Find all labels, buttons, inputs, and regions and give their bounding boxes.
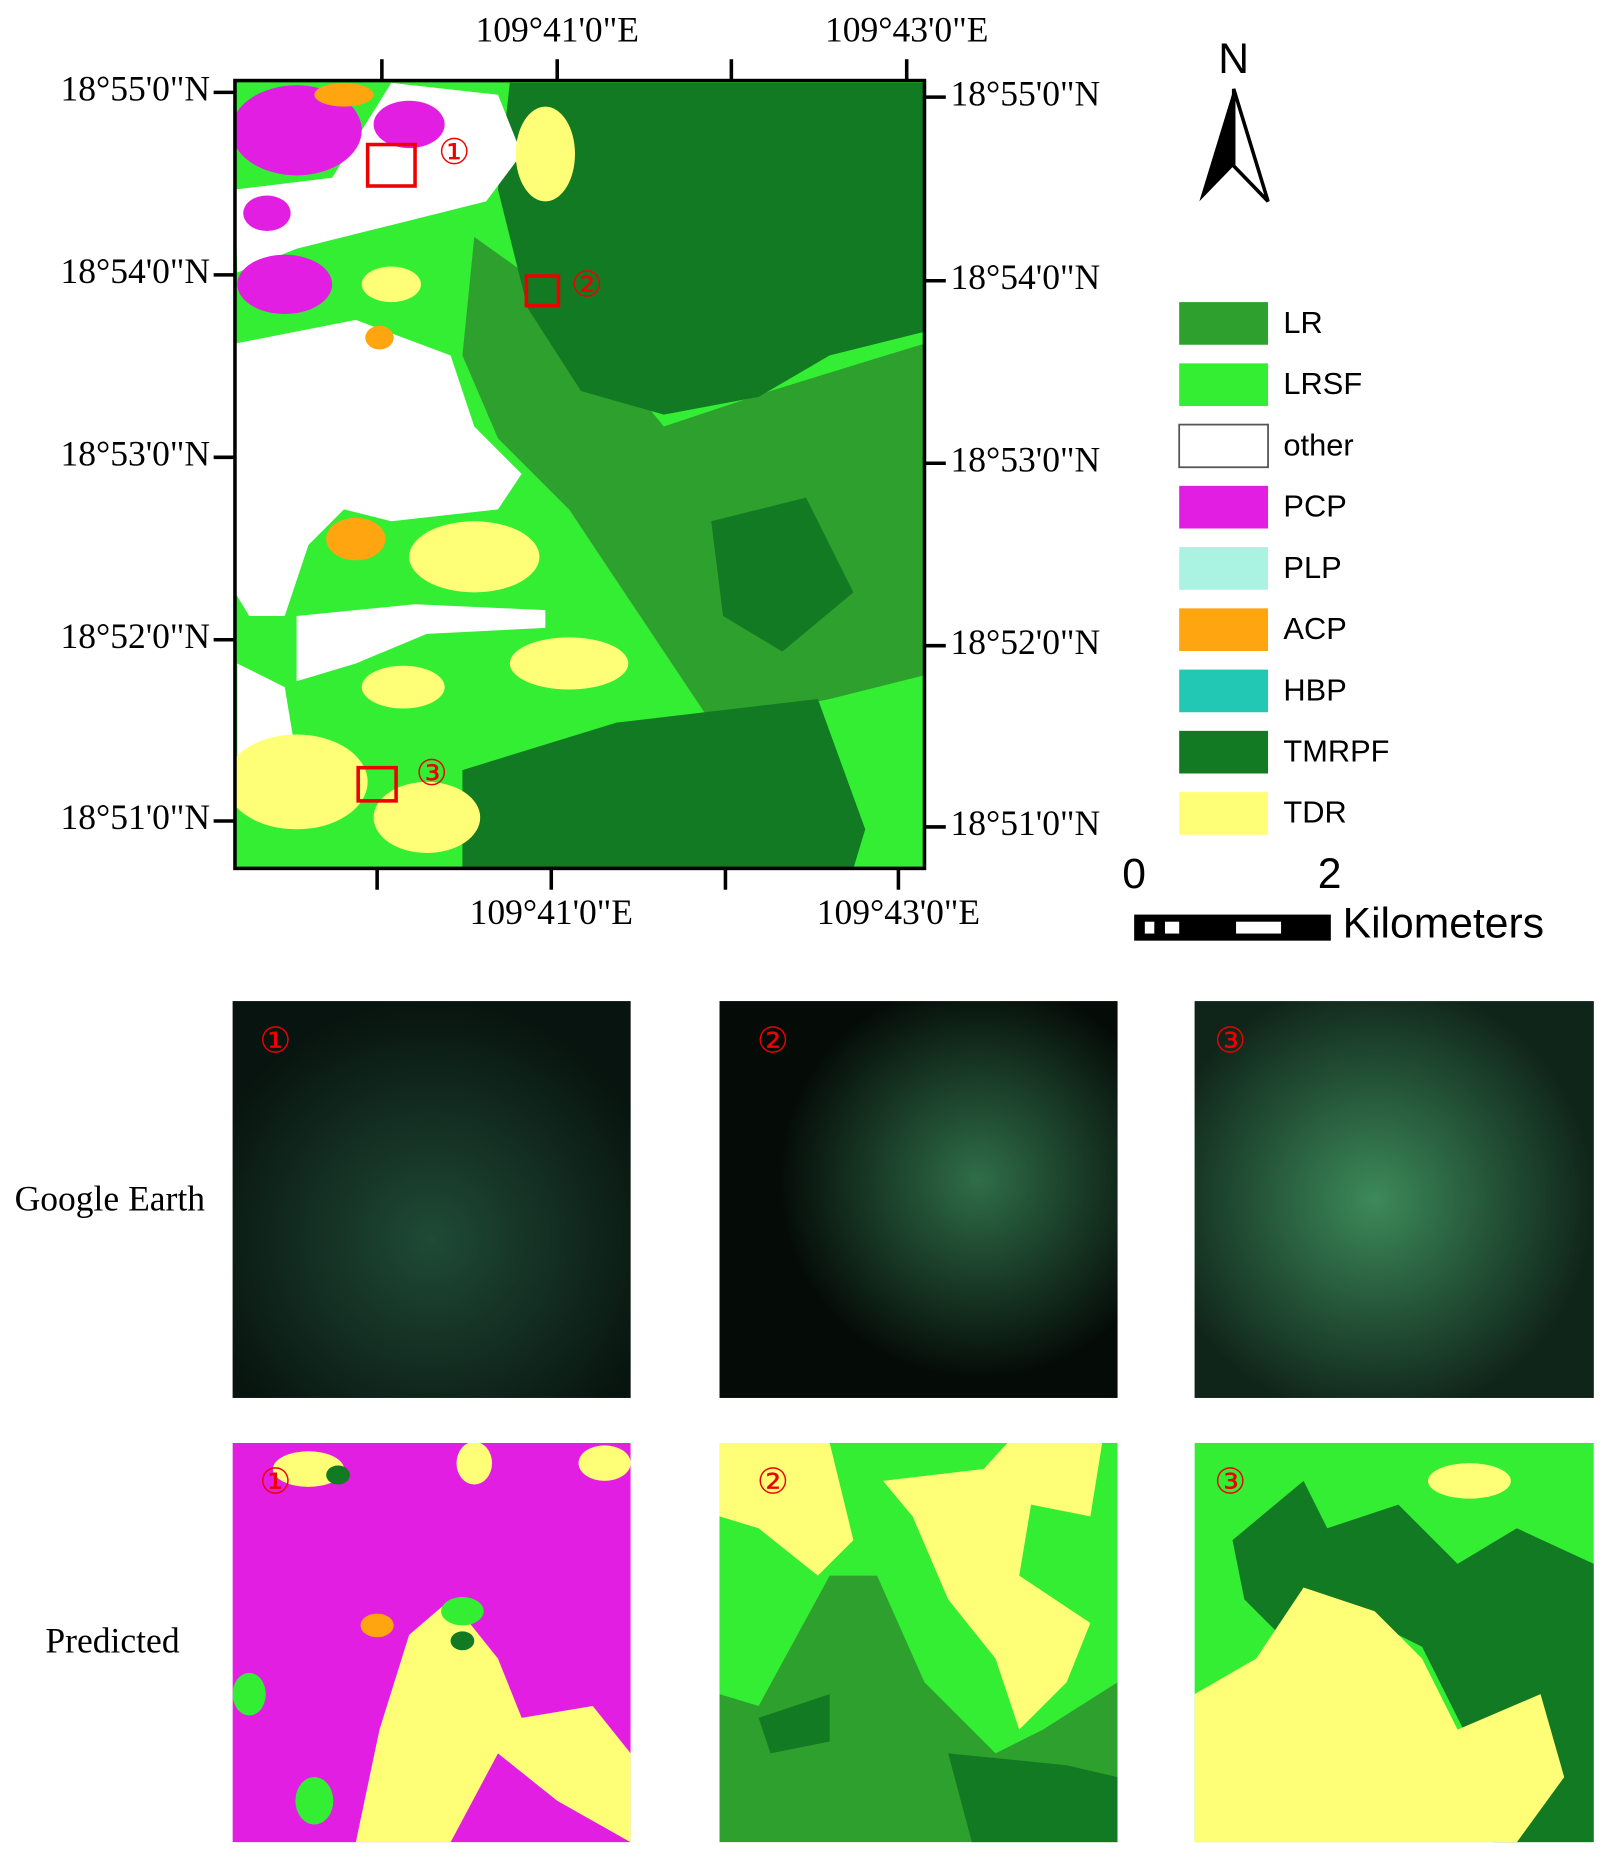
class-region — [719, 1442, 854, 1576]
class-region — [509, 637, 629, 690]
class-region — [515, 106, 575, 202]
lon-label: 109°43'0"E — [825, 9, 988, 49]
land-cover-map — [234, 80, 925, 869]
legend-label: TDR — [1283, 795, 1346, 830]
legend: LR LRSF other PCP PLP ACP HBP TMRPF TDR — [1178, 302, 1390, 835]
class-region — [409, 521, 540, 593]
legend-swatch — [1179, 363, 1269, 407]
legend-swatch — [1179, 792, 1269, 835]
lon-label: 109°43'0"E — [817, 892, 980, 932]
scale-bar — [1134, 914, 1331, 941]
north-arrow — [1199, 88, 1270, 203]
lat-label: 18°54'0"N — [951, 257, 1101, 297]
sample-marker: ① — [438, 132, 470, 173]
sample-marker: ③ — [416, 753, 448, 794]
class-region — [296, 604, 546, 682]
legend-swatch — [1179, 608, 1269, 651]
lat-label: 18°55'0"N — [60, 69, 210, 109]
class-region — [365, 325, 394, 350]
legend-label: other — [1283, 427, 1353, 462]
panel-marker: ① — [259, 1021, 291, 1062]
class-region — [295, 1777, 334, 1825]
legend-label: ACP — [1283, 611, 1346, 646]
map-frame — [233, 78, 927, 871]
class-region — [497, 82, 925, 415]
predicted-image — [232, 1442, 631, 1843]
legend-label: LR — [1283, 305, 1322, 340]
satellite-image — [1194, 1001, 1594, 1398]
row-label: Google Earth — [15, 1179, 206, 1219]
panel-marker: ② — [757, 1021, 789, 1062]
north-label: N — [1218, 35, 1249, 83]
legend-swatch — [1179, 485, 1269, 529]
class-region — [355, 1599, 631, 1843]
class-region — [326, 1465, 350, 1485]
class-region — [272, 1451, 344, 1487]
legend-swatch — [1179, 730, 1269, 774]
satellite-image — [232, 1001, 631, 1398]
satellite-image — [719, 1001, 1118, 1398]
class-region — [441, 1596, 484, 1626]
legend-label: HBP — [1283, 672, 1346, 707]
sample-marker: ② — [571, 265, 603, 306]
class-region — [1194, 1587, 1565, 1843]
lat-label: 18°51'0"N — [951, 803, 1101, 843]
legend-swatch — [1179, 302, 1269, 345]
row-label: Predicted — [45, 1621, 179, 1661]
lon-label: 109°41'0"E — [475, 9, 638, 49]
class-region — [326, 517, 386, 561]
scale-unit: Kilometers — [1343, 900, 1544, 948]
legend-swatch — [1179, 547, 1269, 590]
class-region — [456, 1442, 493, 1485]
legend-label: PCP — [1283, 489, 1346, 524]
panel-marker: ① — [259, 1461, 291, 1502]
panel-marker: ③ — [1214, 1021, 1246, 1062]
class-region — [234, 319, 522, 617]
class-region — [711, 497, 854, 652]
class-region — [360, 1613, 394, 1638]
sample-boxes — [356, 142, 561, 803]
predicted-image — [1194, 1442, 1594, 1843]
class-region — [361, 665, 445, 709]
panel-marker: ③ — [1214, 1461, 1246, 1502]
class-region — [578, 1445, 631, 1481]
class-region — [883, 1442, 1103, 1730]
class-region — [243, 195, 291, 232]
class-region — [234, 85, 362, 176]
predicted-image — [719, 1442, 1118, 1843]
lat-label: 18°53'0"N — [60, 433, 210, 473]
legend-swatch — [1178, 423, 1269, 469]
class-region — [234, 82, 522, 273]
class-region — [462, 698, 866, 869]
class-region — [314, 82, 374, 107]
legend-swatch — [1179, 669, 1269, 713]
lat-label: 18°53'0"N — [951, 439, 1101, 479]
class-region — [361, 266, 421, 303]
lat-label: 18°54'0"N — [60, 251, 210, 291]
class-region — [948, 1753, 1118, 1843]
lat-label: 18°55'0"N — [951, 73, 1101, 113]
lat-label: 18°52'0"N — [951, 622, 1101, 662]
class-region — [237, 254, 333, 314]
class-region — [232, 1672, 266, 1716]
map-ticks — [213, 59, 946, 890]
scale-tick: 2 — [1318, 850, 1342, 898]
class-region — [450, 1631, 475, 1651]
class-region — [758, 1694, 830, 1754]
class-region — [373, 781, 481, 853]
legend-label: PLP — [1283, 550, 1341, 585]
scale-tick: 0 — [1122, 850, 1146, 898]
class-region — [1427, 1463, 1511, 1499]
legend-label: LRSF — [1283, 366, 1362, 401]
lat-label: 18°52'0"N — [60, 616, 210, 656]
lon-label: 109°41'0"E — [470, 892, 633, 932]
class-region — [234, 734, 368, 830]
legend-label: TMRPF — [1283, 733, 1389, 768]
class-region — [373, 100, 445, 149]
panel-marker: ② — [757, 1461, 789, 1502]
lat-label: 18°51'0"N — [60, 797, 210, 837]
